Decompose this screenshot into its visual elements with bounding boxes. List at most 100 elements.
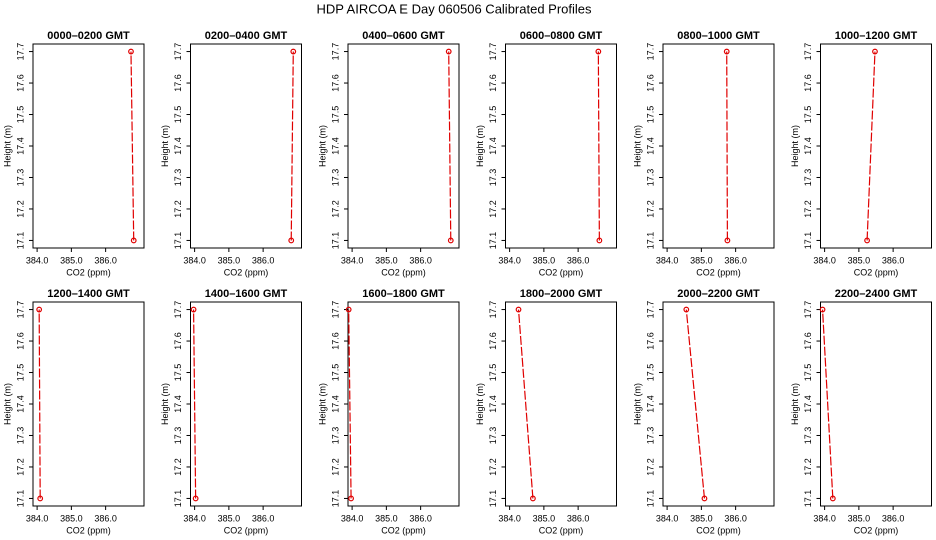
x-axis-label: CO2 (ppm) bbox=[224, 525, 269, 535]
y-tick-label: 17.1 bbox=[173, 232, 183, 250]
x-tick-label: 385.0 bbox=[533, 513, 556, 523]
y-tick-label: 17.4 bbox=[488, 395, 498, 413]
x-tick-label: 386.0 bbox=[94, 513, 117, 523]
panel-title: 0000–0200 GMT bbox=[47, 30, 130, 42]
x-tick-label: 385.0 bbox=[848, 255, 871, 265]
x-tick-label: 385.0 bbox=[218, 255, 241, 265]
profile-line bbox=[290, 51, 294, 241]
data-point bbox=[515, 306, 522, 313]
y-tick-label: 17.2 bbox=[645, 200, 655, 218]
x-axis-label: CO2 (ppm) bbox=[696, 267, 741, 277]
profile-line bbox=[192, 309, 197, 499]
panel-title: 1800–2000 GMT bbox=[520, 288, 603, 300]
y-tick-label: 17.3 bbox=[645, 427, 655, 445]
panel-title: 0400–0600 GMT bbox=[362, 30, 445, 42]
x-tick-label: 386.0 bbox=[252, 513, 275, 523]
data-point bbox=[872, 48, 878, 55]
y-tick-label: 17.7 bbox=[803, 43, 813, 61]
data-point bbox=[683, 306, 690, 313]
profile-line bbox=[130, 51, 135, 241]
x-tick-label: 384.0 bbox=[183, 513, 206, 523]
y-axis-label: Height (m) bbox=[317, 383, 327, 425]
y-tick-label: 17.6 bbox=[488, 332, 498, 350]
x-tick-label: 385.0 bbox=[690, 255, 713, 265]
y-tick-label: 17.2 bbox=[803, 458, 813, 476]
y-tick-label: 17.5 bbox=[488, 364, 498, 382]
x-tick-label: 385.0 bbox=[60, 513, 83, 523]
data-point bbox=[819, 306, 826, 313]
y-tick-label: 17.2 bbox=[173, 200, 183, 218]
x-tick-label: 384.0 bbox=[341, 255, 364, 265]
y-tick-label: 17.5 bbox=[803, 364, 813, 382]
panel-title: 2000–2200 GMT bbox=[677, 288, 760, 300]
y-tick-label: 17.4 bbox=[330, 137, 340, 155]
y-tick-label: 17.2 bbox=[645, 458, 655, 476]
y-tick-label: 17.4 bbox=[173, 137, 183, 155]
profile-line bbox=[348, 309, 352, 499]
x-tick-label: 384.0 bbox=[26, 513, 49, 523]
x-tick-label: 385.0 bbox=[375, 513, 398, 523]
y-tick-label: 17.7 bbox=[15, 43, 25, 61]
profile-line bbox=[38, 309, 41, 499]
x-axis-label: CO2 (ppm) bbox=[224, 267, 269, 277]
y-tick-label: 17.1 bbox=[330, 490, 340, 508]
y-tick-label: 17.6 bbox=[15, 74, 25, 92]
y-tick-label: 17.3 bbox=[330, 427, 340, 445]
y-tick-label: 17.6 bbox=[173, 332, 183, 350]
x-tick-label: 384.0 bbox=[26, 255, 49, 265]
x-axis-label: CO2 (ppm) bbox=[381, 267, 426, 277]
y-axis-label: Height (m) bbox=[790, 125, 800, 167]
data-point bbox=[829, 495, 836, 502]
y-tick-label: 17.1 bbox=[15, 490, 25, 508]
y-tick-label: 17.3 bbox=[803, 427, 813, 445]
x-axis-label: CO2 (ppm) bbox=[696, 525, 741, 535]
x-tick-label: 386.0 bbox=[409, 513, 432, 523]
y-tick-label: 17.2 bbox=[488, 458, 498, 476]
profile-line bbox=[448, 51, 452, 241]
x-tick-label: 386.0 bbox=[882, 513, 905, 523]
y-tick-label: 17.6 bbox=[330, 332, 340, 350]
y-tick-label: 17.7 bbox=[488, 301, 498, 319]
y-tick-label: 17.7 bbox=[330, 301, 340, 319]
y-tick-label: 17.6 bbox=[173, 74, 183, 92]
x-tick-label: 385.0 bbox=[533, 255, 556, 265]
y-axis-label: Height (m) bbox=[632, 383, 642, 425]
y-tick-label: 17.4 bbox=[15, 137, 25, 155]
y-tick-label: 17.1 bbox=[645, 232, 655, 250]
profile-line bbox=[685, 309, 706, 499]
y-tick-label: 17.5 bbox=[645, 364, 655, 382]
y-tick-label: 17.4 bbox=[488, 137, 498, 155]
x-tick-label: 385.0 bbox=[218, 513, 241, 523]
panel-title: 1200–1400 GMT bbox=[47, 288, 130, 300]
panel-title: 0600–0800 GMT bbox=[520, 30, 603, 42]
data-point bbox=[596, 237, 603, 244]
profile-line bbox=[517, 309, 534, 499]
profile-line bbox=[597, 51, 600, 241]
y-tick-label: 17.6 bbox=[803, 332, 813, 350]
y-tick-label: 17.6 bbox=[645, 74, 655, 92]
x-tick-label: 384.0 bbox=[341, 513, 364, 523]
y-tick-label: 17.3 bbox=[330, 169, 340, 187]
y-tick-label: 17.4 bbox=[803, 137, 813, 155]
x-tick-label: 386.0 bbox=[252, 255, 275, 265]
y-tick-label: 17.3 bbox=[173, 169, 183, 187]
y-axis-label: Height (m) bbox=[475, 125, 485, 167]
y-tick-label: 17.5 bbox=[15, 364, 25, 382]
data-point bbox=[595, 48, 602, 55]
x-axis-label: CO2 (ppm) bbox=[539, 267, 584, 277]
x-tick-label: 386.0 bbox=[724, 255, 747, 265]
y-axis-label: Height (m) bbox=[160, 383, 170, 425]
y-tick-label: 17.7 bbox=[330, 43, 340, 61]
profile-line bbox=[726, 51, 729, 241]
profile-line bbox=[866, 51, 876, 241]
y-axis-label: Height (m) bbox=[2, 383, 12, 425]
y-tick-label: 17.7 bbox=[645, 301, 655, 319]
y-axis-label: Height (m) bbox=[632, 125, 642, 167]
x-tick-label: 384.0 bbox=[813, 513, 836, 523]
data-point bbox=[701, 495, 708, 502]
data-point bbox=[447, 237, 454, 244]
y-tick-label: 17.5 bbox=[173, 106, 183, 124]
x-tick-label: 386.0 bbox=[882, 255, 905, 265]
x-axis-label: CO2 (ppm) bbox=[854, 525, 899, 535]
y-tick-label: 17.7 bbox=[173, 301, 183, 319]
